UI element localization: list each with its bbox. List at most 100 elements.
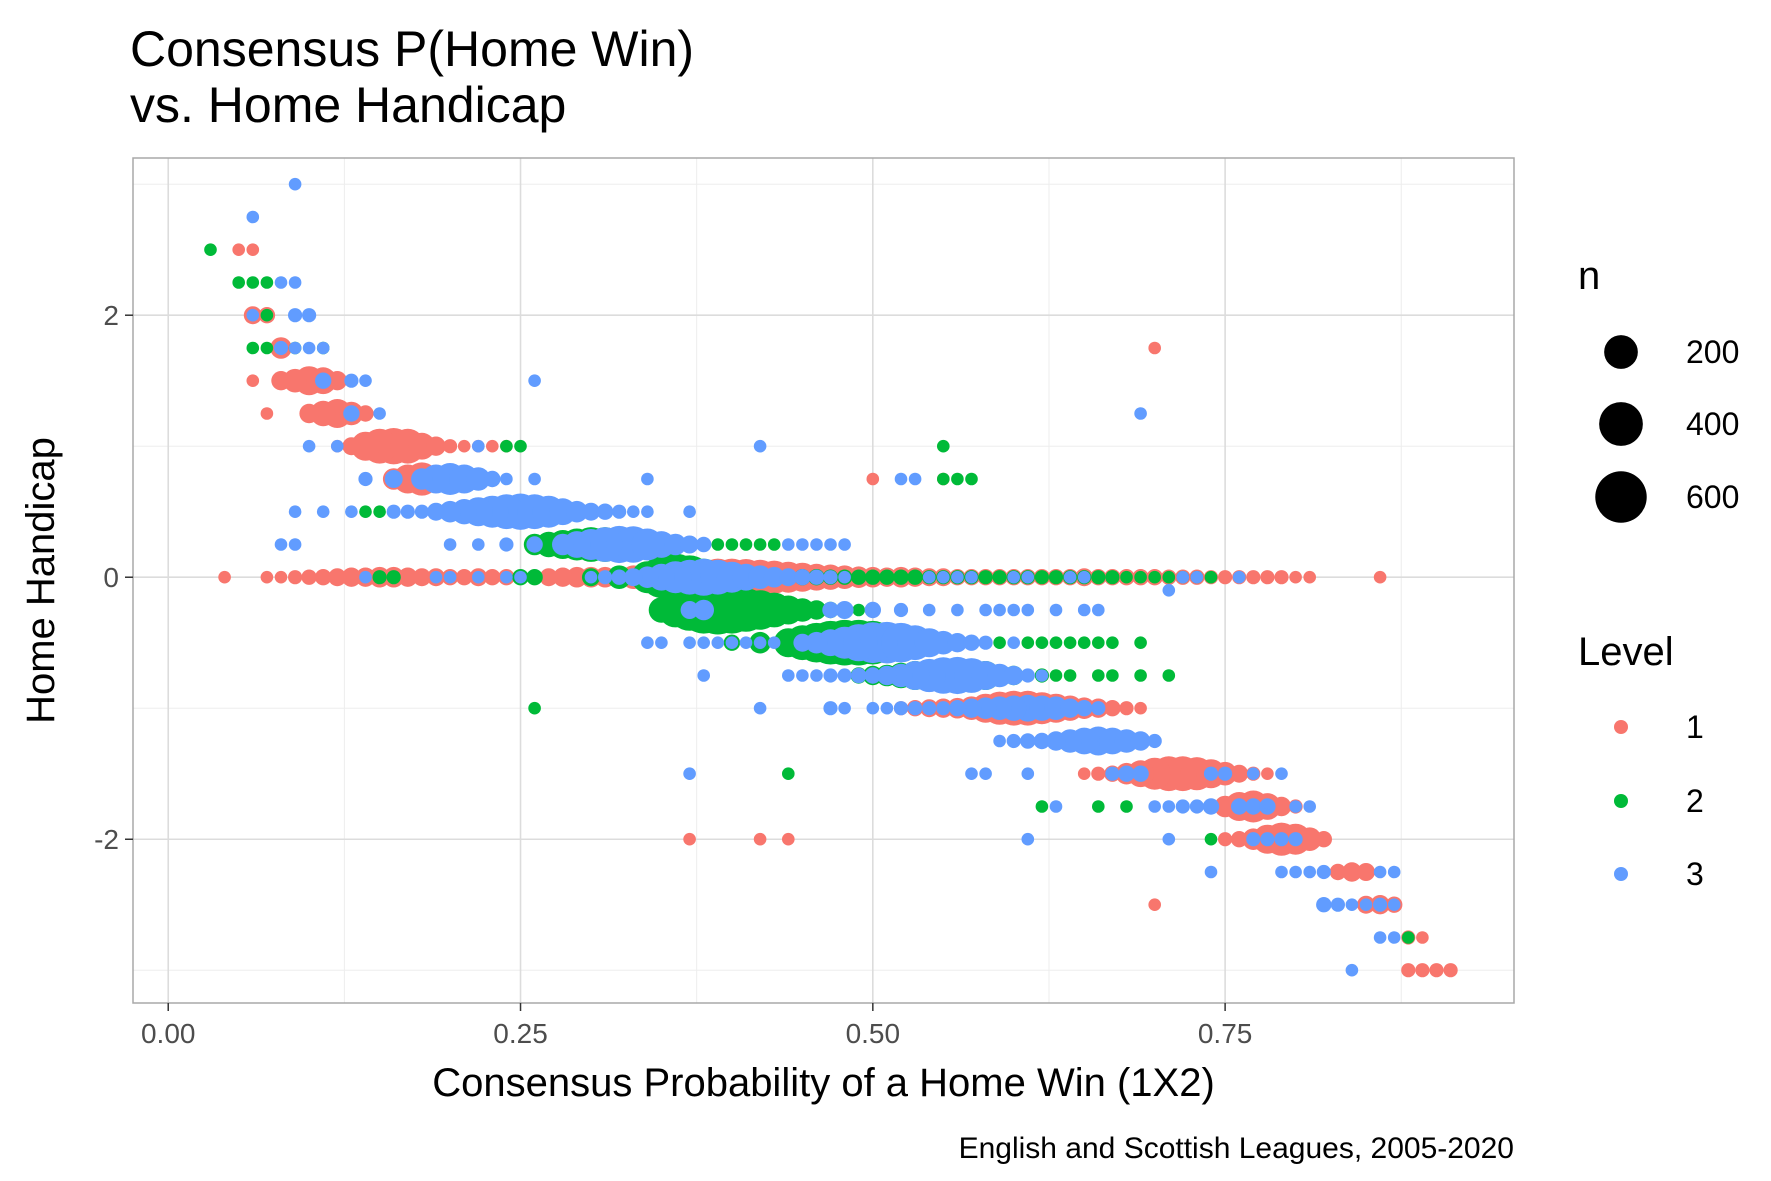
data-point-level-2 xyxy=(1120,570,1133,584)
data-point-level-3 xyxy=(796,538,809,551)
x-axis-title: Consensus Probability of a Home Win (1X2… xyxy=(432,1061,1215,1105)
data-point-level-3 xyxy=(302,439,316,453)
data-point-level-3 xyxy=(344,373,359,388)
data-point-level-3 xyxy=(1259,798,1276,815)
data-point-level-3 xyxy=(1373,897,1388,912)
data-point-level-3 xyxy=(979,767,992,780)
size-legend-key xyxy=(1599,402,1643,446)
data-point-level-3 xyxy=(951,570,964,584)
data-point-level-2 xyxy=(852,603,865,617)
data-point-level-3 xyxy=(274,276,288,289)
data-point-level-2 xyxy=(725,538,739,551)
data-point-level-2 xyxy=(1063,636,1077,649)
data-point-level-1 xyxy=(1297,827,1322,851)
data-point-level-2 xyxy=(372,570,387,585)
data-point-level-3 xyxy=(1303,865,1316,879)
data-point-level-3 xyxy=(1007,636,1020,649)
data-point-level-3 xyxy=(1020,733,1036,749)
data-point-level-3 xyxy=(1049,603,1063,617)
data-point-level-2 xyxy=(1106,669,1119,682)
data-point-level-1 xyxy=(1415,963,1430,978)
data-point-level-3 xyxy=(808,569,825,585)
data-point-level-3 xyxy=(974,697,997,719)
data-point-level-3 xyxy=(1175,799,1190,814)
data-point-level-2 xyxy=(526,569,543,586)
color-legend-key xyxy=(1614,867,1628,881)
data-point-level-3 xyxy=(1046,731,1066,751)
data-point-level-1 xyxy=(1342,862,1362,882)
data-point-level-1 xyxy=(232,243,245,256)
y-tick-label: 0 xyxy=(103,562,119,593)
data-point-level-1 xyxy=(1443,963,1458,978)
data-point-level-1 xyxy=(683,832,696,846)
data-point-level-1 xyxy=(1148,341,1161,355)
data-point-level-3 xyxy=(1162,800,1176,813)
data-point-level-1 xyxy=(1357,863,1375,881)
data-point-level-1 xyxy=(342,437,361,456)
data-point-level-3 xyxy=(1077,570,1091,584)
data-point-level-3 xyxy=(1035,669,1049,682)
data-point-level-3 xyxy=(838,570,851,584)
data-point-level-3 xyxy=(1373,865,1387,879)
data-point-level-3 xyxy=(908,472,922,486)
data-point-level-3 xyxy=(739,636,753,649)
data-point-level-3 xyxy=(1063,570,1077,584)
data-point-level-3 xyxy=(641,472,654,486)
data-point-level-3 xyxy=(288,341,302,355)
data-point-level-1 xyxy=(1077,767,1091,780)
data-point-level-2 xyxy=(951,472,964,486)
color-legend-label: 3 xyxy=(1686,856,1704,892)
data-point-level-3 xyxy=(837,668,852,683)
data-point-level-3 xyxy=(1148,800,1161,813)
data-point-level-2 xyxy=(204,243,217,256)
data-point-level-3 xyxy=(823,668,838,683)
color-legend: Level 1 2 3 xyxy=(1578,630,1704,892)
data-point-level-3 xyxy=(1118,765,1135,782)
data-point-level-3 xyxy=(443,538,457,551)
data-point-level-3 xyxy=(1373,931,1387,944)
data-point-level-3 xyxy=(697,636,710,649)
data-point-level-2 xyxy=(978,570,993,585)
data-point-level-3 xyxy=(526,536,543,553)
data-point-level-2 xyxy=(1049,636,1063,649)
data-point-level-1 xyxy=(426,436,446,456)
data-point-level-2 xyxy=(373,505,386,518)
data-point-level-1 xyxy=(283,368,307,393)
data-point-level-1 xyxy=(1429,963,1444,978)
data-point-level-3 xyxy=(288,177,302,191)
data-point-level-3 xyxy=(725,636,739,649)
data-point-level-1 xyxy=(443,439,458,454)
data-point-level-3 xyxy=(429,570,443,584)
x-tick-label: 0.00 xyxy=(141,1018,196,1049)
data-point-level-3 xyxy=(782,538,795,551)
data-point-level-3 xyxy=(680,535,699,554)
data-point-level-2 xyxy=(1204,832,1218,846)
data-point-level-3 xyxy=(439,500,461,523)
data-point-level-3 xyxy=(1316,897,1332,913)
data-point-level-3 xyxy=(596,503,614,520)
data-point-level-2 xyxy=(1134,669,1147,682)
data-point-level-2 xyxy=(246,276,260,289)
data-point-level-3 xyxy=(922,701,937,716)
data-point-level-3 xyxy=(1359,898,1373,911)
data-point-level-2 xyxy=(1134,636,1147,649)
axes: 0.00 0.25 0.50 0.75 -2 0 2 xyxy=(94,300,1252,1049)
data-point-level-3 xyxy=(443,570,457,584)
data-point-level-2 xyxy=(1092,669,1105,682)
data-point-level-3 xyxy=(805,631,828,654)
data-point-level-2 xyxy=(907,569,923,585)
data-point-level-3 xyxy=(582,502,600,521)
data-point-level-2 xyxy=(782,767,795,780)
data-point-level-1 xyxy=(1148,898,1161,911)
data-point-level-2 xyxy=(260,276,274,289)
data-point-level-2 xyxy=(1063,669,1077,682)
data-point-level-1 xyxy=(456,569,473,586)
data-point-level-2 xyxy=(1034,570,1049,585)
data-point-level-2 xyxy=(1092,636,1105,649)
data-point-level-3 xyxy=(1246,832,1261,847)
size-legend: n 200 400 600 xyxy=(1578,254,1739,523)
data-point-level-3 xyxy=(655,636,668,649)
data-point-level-3 xyxy=(697,669,710,682)
data-point-level-1 xyxy=(260,407,274,420)
